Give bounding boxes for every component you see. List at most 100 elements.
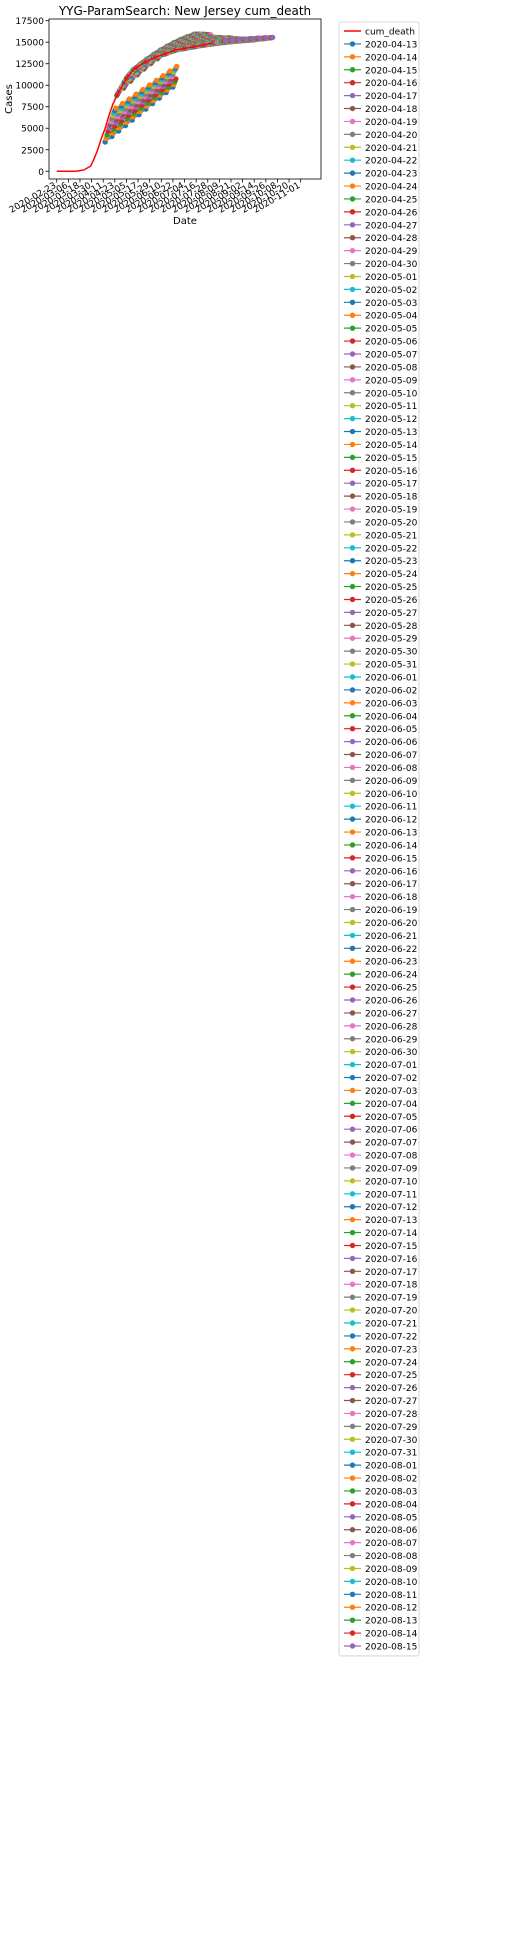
legend-marker	[349, 1100, 356, 1107]
legend-label: 2020-05-12	[365, 415, 417, 425]
legend-label: 2020-07-25	[365, 1371, 417, 1381]
legend-marker	[349, 583, 356, 590]
legend-marker	[349, 751, 356, 758]
forecast-marker	[119, 100, 126, 107]
legend-label: 2020-07-10	[365, 1177, 418, 1187]
legend-marker	[349, 312, 356, 318]
legend-label: 2020-08-13	[365, 1617, 417, 1627]
forecast-series	[222, 34, 276, 44]
legend-marker	[349, 1294, 356, 1300]
legend-marker	[349, 803, 356, 809]
legend-marker	[349, 480, 356, 486]
legend-marker	[349, 1539, 356, 1546]
legend-label: 2020-07-04	[365, 1100, 418, 1110]
legend-label: 2020-05-01	[365, 273, 417, 283]
legend-label: 2020-05-20	[365, 518, 418, 528]
chart-title: YYG-ParamSearch: New Jersey cum_death	[58, 4, 311, 18]
legend-label: 2020-06-25	[365, 984, 417, 994]
legend-label: 2020-06-28	[365, 1022, 418, 1032]
legend-marker	[349, 1527, 356, 1533]
legend-marker	[349, 919, 356, 926]
legend-label: 2020-06-27	[365, 1009, 417, 1019]
forecast-marker	[126, 96, 133, 102]
legend-label: 2020-07-24	[365, 1358, 418, 1368]
legend-label: 2020-08-15	[365, 1643, 417, 1653]
legend-label: 2020-06-14	[365, 841, 418, 851]
legend-marker	[349, 1630, 356, 1636]
y-tick-label: 0	[38, 168, 44, 178]
legend-marker	[349, 777, 356, 784]
legend-label: 2020-07-19	[365, 1294, 418, 1304]
legend-marker	[349, 1023, 356, 1029]
legend-marker	[349, 570, 356, 577]
legend-label: 2020-06-30	[365, 1048, 418, 1058]
forecast-series	[105, 76, 179, 135]
legend-box	[338, 21, 420, 1657]
legend-marker	[349, 1178, 356, 1184]
legend-marker	[349, 545, 356, 551]
legend-label: 2020-07-12	[365, 1203, 417, 1213]
legend-marker	[349, 855, 356, 861]
legend-label: 2020-06-06	[365, 738, 418, 748]
legend-label: 2020-07-08	[365, 1152, 418, 1162]
legend-marker	[349, 893, 356, 900]
legend-label: 2020-06-24	[365, 971, 418, 981]
y-axis-label: Cases	[4, 84, 15, 114]
legend-marker	[349, 1152, 356, 1158]
legend-marker	[349, 1462, 356, 1468]
legend-marker	[349, 1514, 356, 1520]
legend-marker	[349, 467, 356, 473]
legend-marker	[349, 1010, 356, 1016]
legend-label: 2020-07-30	[365, 1436, 418, 1446]
legend-label: 2020-08-14	[365, 1630, 418, 1640]
legend-marker	[349, 738, 356, 745]
legend-label: 2020-05-24	[365, 570, 418, 580]
legend-marker	[349, 157, 356, 163]
legend-label: 2020-07-27	[365, 1397, 417, 1407]
legend-marker	[349, 1165, 356, 1171]
legend-label: 2020-06-29	[365, 1035, 418, 1045]
legend-label: 2020-07-11	[365, 1190, 417, 1200]
legend-label: 2020-07-03	[365, 1087, 417, 1097]
forecast-marker	[173, 76, 179, 82]
legend-label: 2020-05-03	[365, 299, 417, 309]
legend-marker	[349, 1617, 356, 1623]
legend-marker	[349, 661, 356, 667]
legend-label: 2020-05-17	[365, 480, 417, 490]
forecast-marker	[153, 77, 160, 84]
legend-marker	[349, 1578, 356, 1585]
legend-marker	[349, 984, 356, 990]
legend-label: 2020-05-25	[365, 583, 417, 593]
legend-label: 2020-04-28	[365, 234, 418, 244]
legend-label: 2020-07-14	[365, 1229, 418, 1239]
legend-marker	[349, 1268, 356, 1275]
forecast-marker	[242, 36, 249, 42]
legend-marker	[349, 1384, 356, 1391]
legend-marker	[349, 338, 356, 344]
legend-label: 2020-06-17	[365, 880, 417, 890]
y-tick-label: 17500	[15, 17, 44, 27]
legend-label: 2020-06-11	[365, 803, 417, 813]
legend-label: 2020-05-26	[365, 596, 418, 606]
legend-label: 2020-06-04	[365, 712, 418, 722]
legend-label: 2020-07-21	[365, 1320, 417, 1330]
legend-marker	[349, 881, 356, 887]
legend-label: 2020-07-02	[365, 1074, 417, 1084]
legend-label: 2020-08-04	[365, 1500, 418, 1510]
forecast-marker	[140, 86, 146, 93]
legend-marker	[349, 764, 356, 771]
legend-marker	[349, 906, 356, 913]
legend-marker	[349, 299, 356, 306]
legend-label: 2020-05-08	[365, 363, 418, 373]
legend-label: 2020-04-23	[365, 170, 417, 180]
legend-label: 2020-04-21	[365, 144, 417, 154]
legend-marker	[349, 1139, 356, 1145]
legend-label: 2020-08-05	[365, 1513, 417, 1523]
legend-label: 2020-07-26	[365, 1384, 418, 1394]
legend-marker	[349, 790, 356, 796]
legend-label: 2020-05-13	[365, 428, 417, 438]
x-axis-label: Date	[173, 216, 197, 227]
legend-marker	[349, 1216, 356, 1223]
legend-marker	[349, 144, 356, 150]
